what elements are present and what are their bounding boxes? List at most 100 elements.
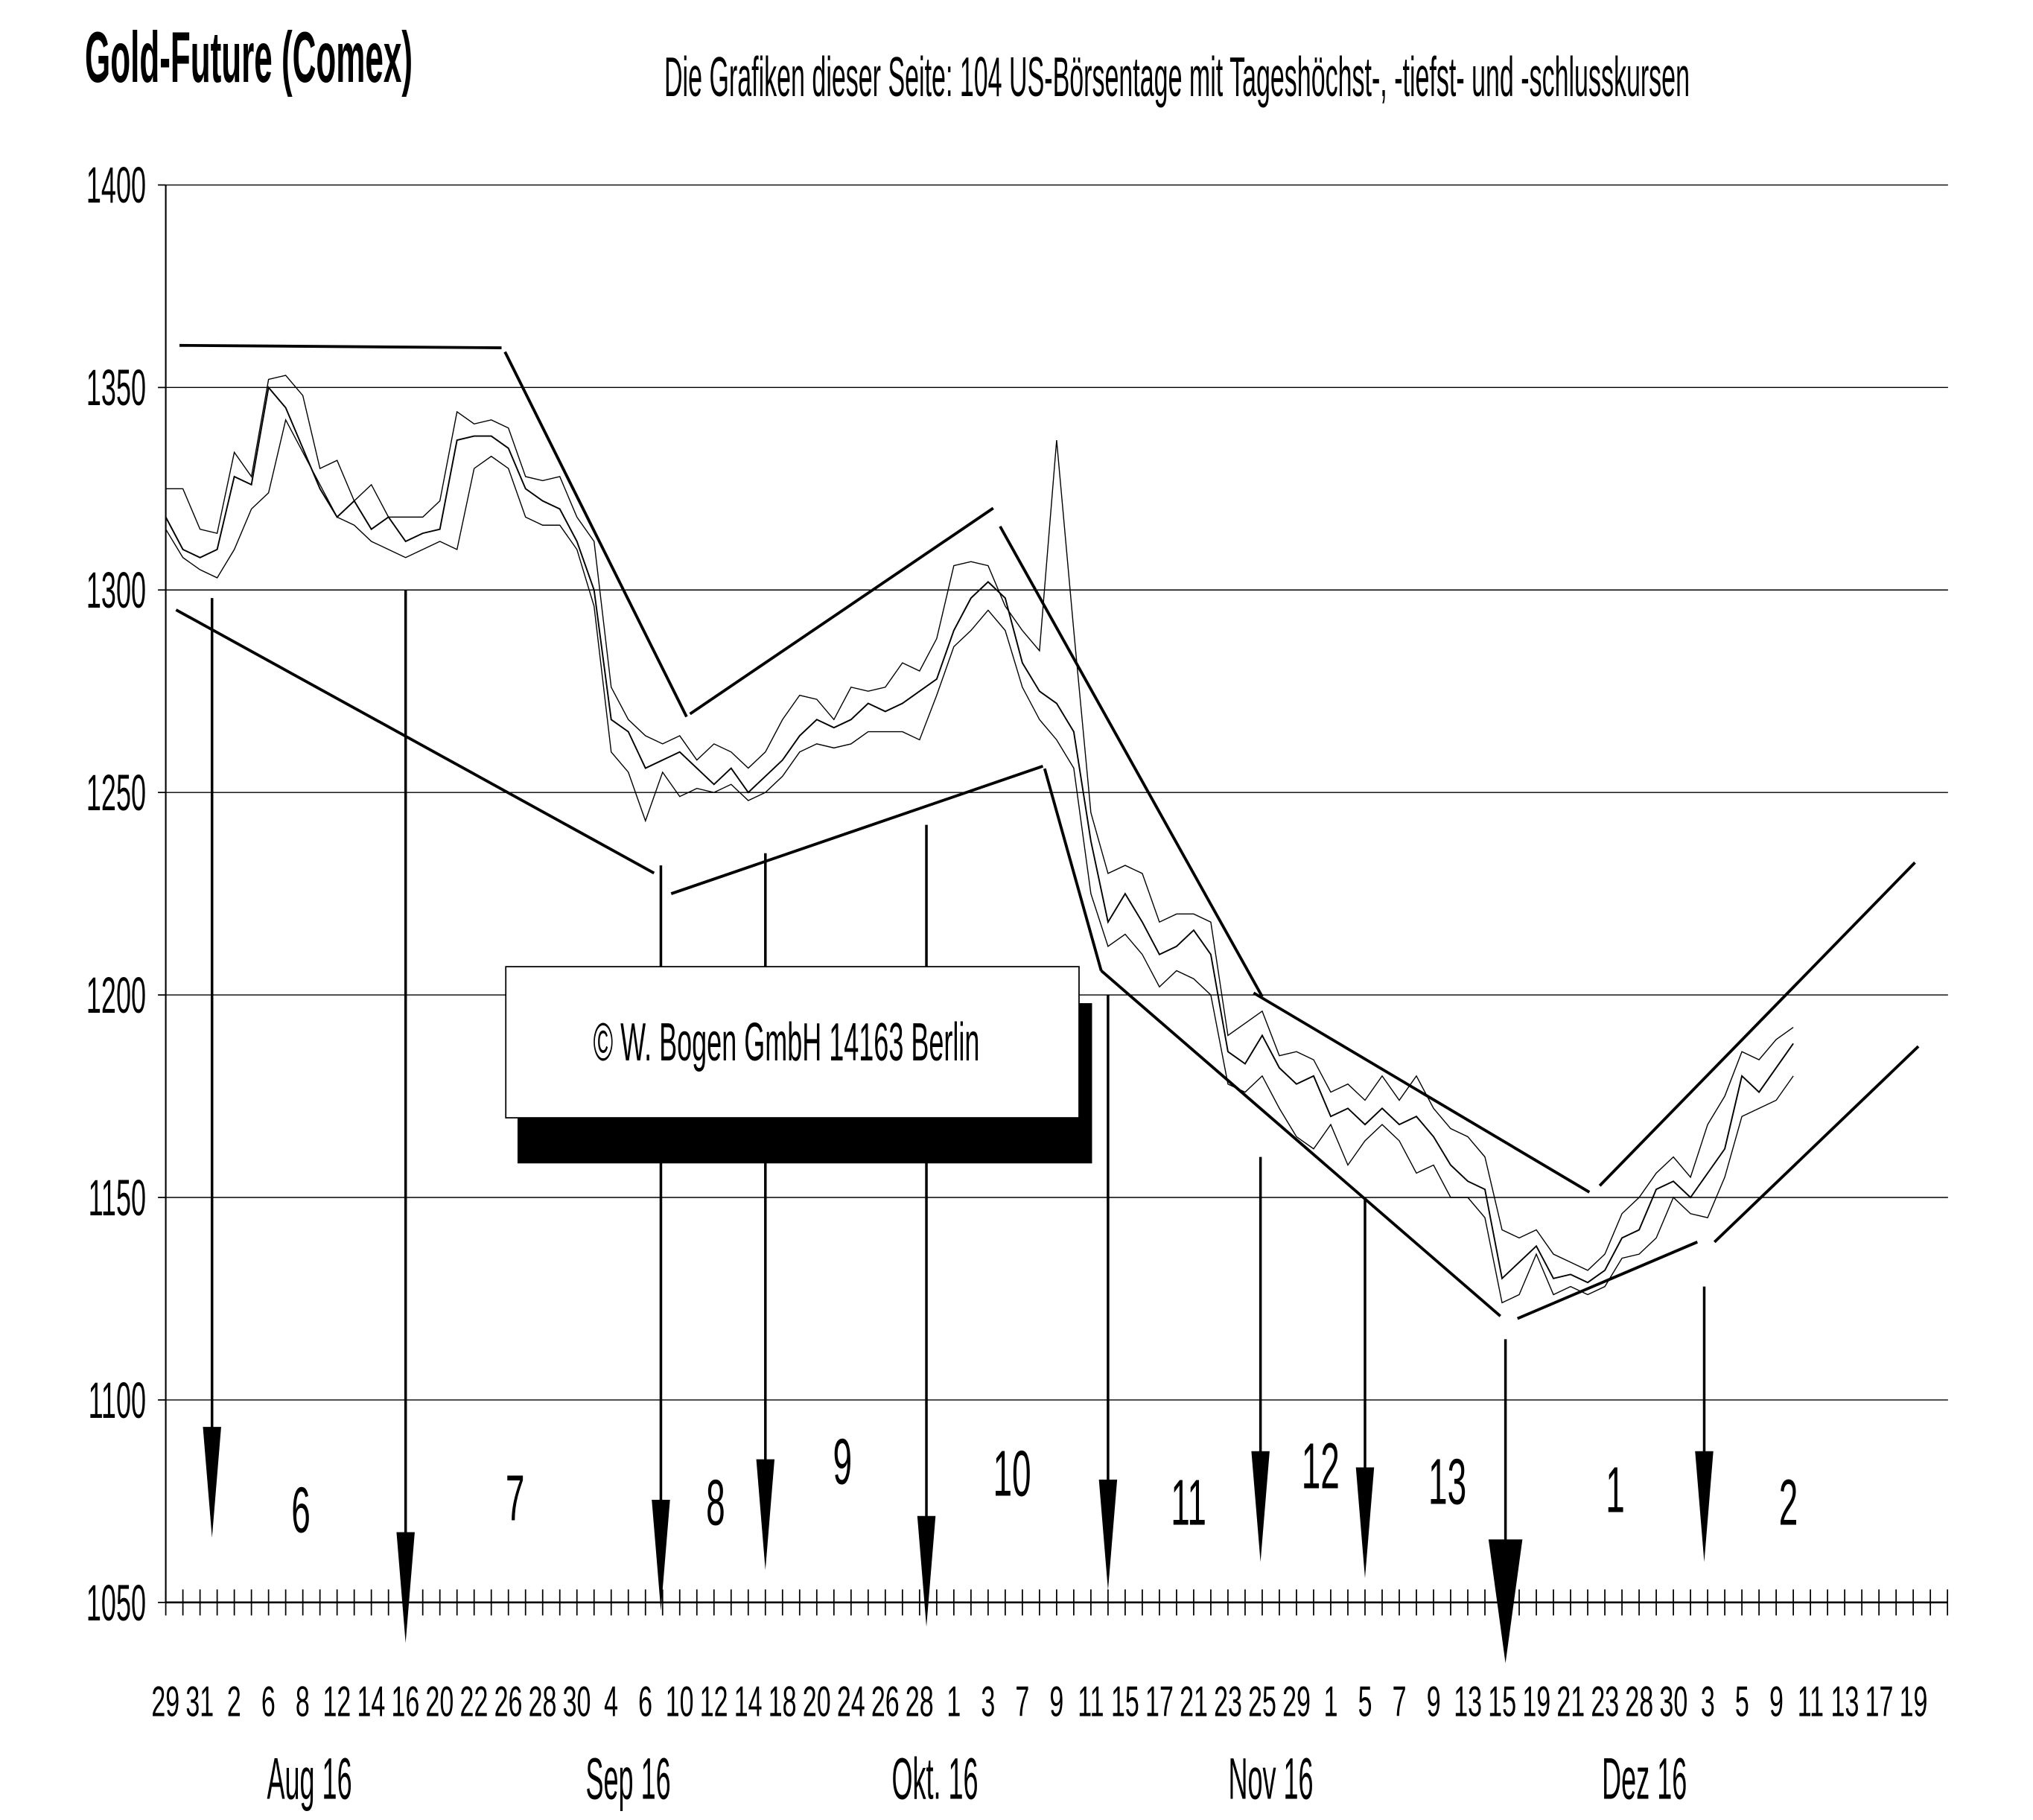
trend-line (503, 351, 688, 718)
x-day-label: 17 (1145, 1678, 1174, 1726)
x-day-label: 4 (604, 1678, 619, 1726)
x-day-label: 14 (734, 1678, 763, 1726)
x-day-label: 19 (1522, 1678, 1551, 1726)
x-day-label: 23 (1214, 1678, 1242, 1726)
y-tick-label: 1100 (88, 1370, 146, 1429)
x-month-label: Nov 16 (1228, 1744, 1314, 1812)
trend-line (999, 525, 1264, 998)
y-tick-label: 1350 (86, 357, 146, 416)
arrow-head-icon (1251, 1451, 1270, 1562)
x-day-label: 12 (699, 1678, 728, 1726)
x-day-label: 3 (1700, 1678, 1715, 1726)
x-day-label: 24 (836, 1678, 865, 1726)
x-month-label: Sep 16 (585, 1744, 671, 1812)
x-day-label: 7 (1015, 1678, 1030, 1726)
y-tick-label: 1300 (86, 560, 146, 619)
x-day-label: 18 (768, 1678, 797, 1726)
x-day-label: 13 (1454, 1678, 1483, 1726)
x-day-label: 28 (1625, 1678, 1654, 1726)
x-day-label: 29 (151, 1678, 180, 1726)
cycle-label: 1 (1606, 1452, 1625, 1527)
cycle-label: 6 (291, 1472, 311, 1547)
cycle-label: 9 (833, 1424, 853, 1498)
x-day-label: 29 (1282, 1678, 1311, 1726)
y-tick-label: 1050 (86, 1573, 146, 1632)
x-month-label: Okt. 16 (891, 1744, 979, 1812)
cycle-label: 8 (706, 1465, 725, 1539)
x-month-label: Aug 16 (267, 1744, 352, 1812)
cycle-label: 13 (1428, 1444, 1467, 1518)
arrow-head-icon (396, 1532, 415, 1644)
x-day-label: 19 (1899, 1678, 1928, 1726)
x-day-label: 25 (1248, 1678, 1276, 1726)
x-day-label: 11 (1078, 1678, 1104, 1726)
arrow-head-icon (652, 1500, 670, 1611)
x-day-label: 20 (802, 1678, 831, 1726)
y-tick-label: 1150 (88, 1168, 146, 1226)
cycle-label: 12 (1301, 1428, 1340, 1502)
x-day-label: 15 (1111, 1678, 1139, 1726)
x-day-label: 12 (322, 1678, 351, 1726)
cycle-label: 11 (1171, 1465, 1206, 1539)
x-day-label: 5 (1734, 1678, 1749, 1726)
cycle-label: 10 (993, 1436, 1031, 1510)
trend-line (175, 608, 655, 875)
x-day-label: 14 (357, 1678, 386, 1726)
high-line (165, 375, 1794, 1271)
x-day-label: 6 (638, 1678, 653, 1726)
trend-line (1043, 768, 1103, 971)
x-day-label: 30 (1659, 1678, 1688, 1726)
x-day-label: 2 (226, 1678, 241, 1726)
x-day-label: 1 (946, 1678, 961, 1726)
trend-line (1516, 1241, 1699, 1320)
x-day-label: 6 (261, 1678, 276, 1726)
price-series (165, 375, 1794, 1304)
x-day-label: 11 (1797, 1678, 1824, 1726)
x-day-label: 9 (1769, 1678, 1784, 1726)
low-line (165, 418, 1794, 1304)
x-day-label: 3 (981, 1678, 996, 1726)
x-day-label: 1 (1323, 1678, 1338, 1726)
y-tick-label: 1400 (86, 155, 146, 214)
x-day-label: 21 (1556, 1678, 1585, 1726)
copyright-frame (505, 966, 1080, 1119)
x-day-label: 10 (665, 1678, 694, 1726)
x-day-label: 8 (295, 1678, 310, 1726)
x-day-label: 20 (425, 1678, 454, 1726)
trend-line (1100, 970, 1501, 1317)
copyright-text: © W. Bogen GmbH 14163 Berlin (593, 1011, 980, 1072)
trend-lines (175, 343, 1920, 1320)
trend-line (1598, 861, 1916, 1187)
x-day-label: 17 (1865, 1678, 1894, 1726)
trend-line (179, 343, 502, 349)
arrow-head-icon (1355, 1467, 1375, 1579)
x-day-label: 7 (1392, 1678, 1407, 1726)
x-day-label: 9 (1049, 1678, 1064, 1726)
arrow-head-icon (756, 1459, 775, 1571)
x-day-label: 21 (1180, 1678, 1208, 1726)
x-day-label: 5 (1358, 1678, 1372, 1726)
x-day-label: 13 (1830, 1678, 1859, 1726)
arrow-head-icon (203, 1427, 221, 1538)
copyright-box (505, 966, 1092, 1164)
x-day-label: 31 (185, 1678, 214, 1726)
close-line (165, 386, 1794, 1284)
trend-line (1713, 1045, 1920, 1244)
x-day-label: 9 (1426, 1678, 1441, 1726)
chart-title: Gold-Future (Comex) (85, 17, 413, 98)
x-day-label: 28 (905, 1678, 934, 1726)
arrow-head-icon (1098, 1479, 1118, 1591)
x-month-label: Dez 16 (1602, 1744, 1687, 1812)
y-tick-label: 1250 (86, 763, 146, 821)
x-day-label: 28 (528, 1678, 557, 1726)
x-day-label: 30 (562, 1678, 591, 1726)
x-day-label: 23 (1591, 1678, 1620, 1726)
trend-line (1253, 991, 1591, 1194)
x-day-label: 26 (871, 1678, 900, 1726)
trend-line (689, 506, 994, 716)
x-day-label: 16 (391, 1678, 420, 1726)
arrow-head-icon (917, 1515, 936, 1627)
cycle-label: 2 (1778, 1465, 1798, 1539)
x-day-label: 15 (1488, 1678, 1517, 1726)
